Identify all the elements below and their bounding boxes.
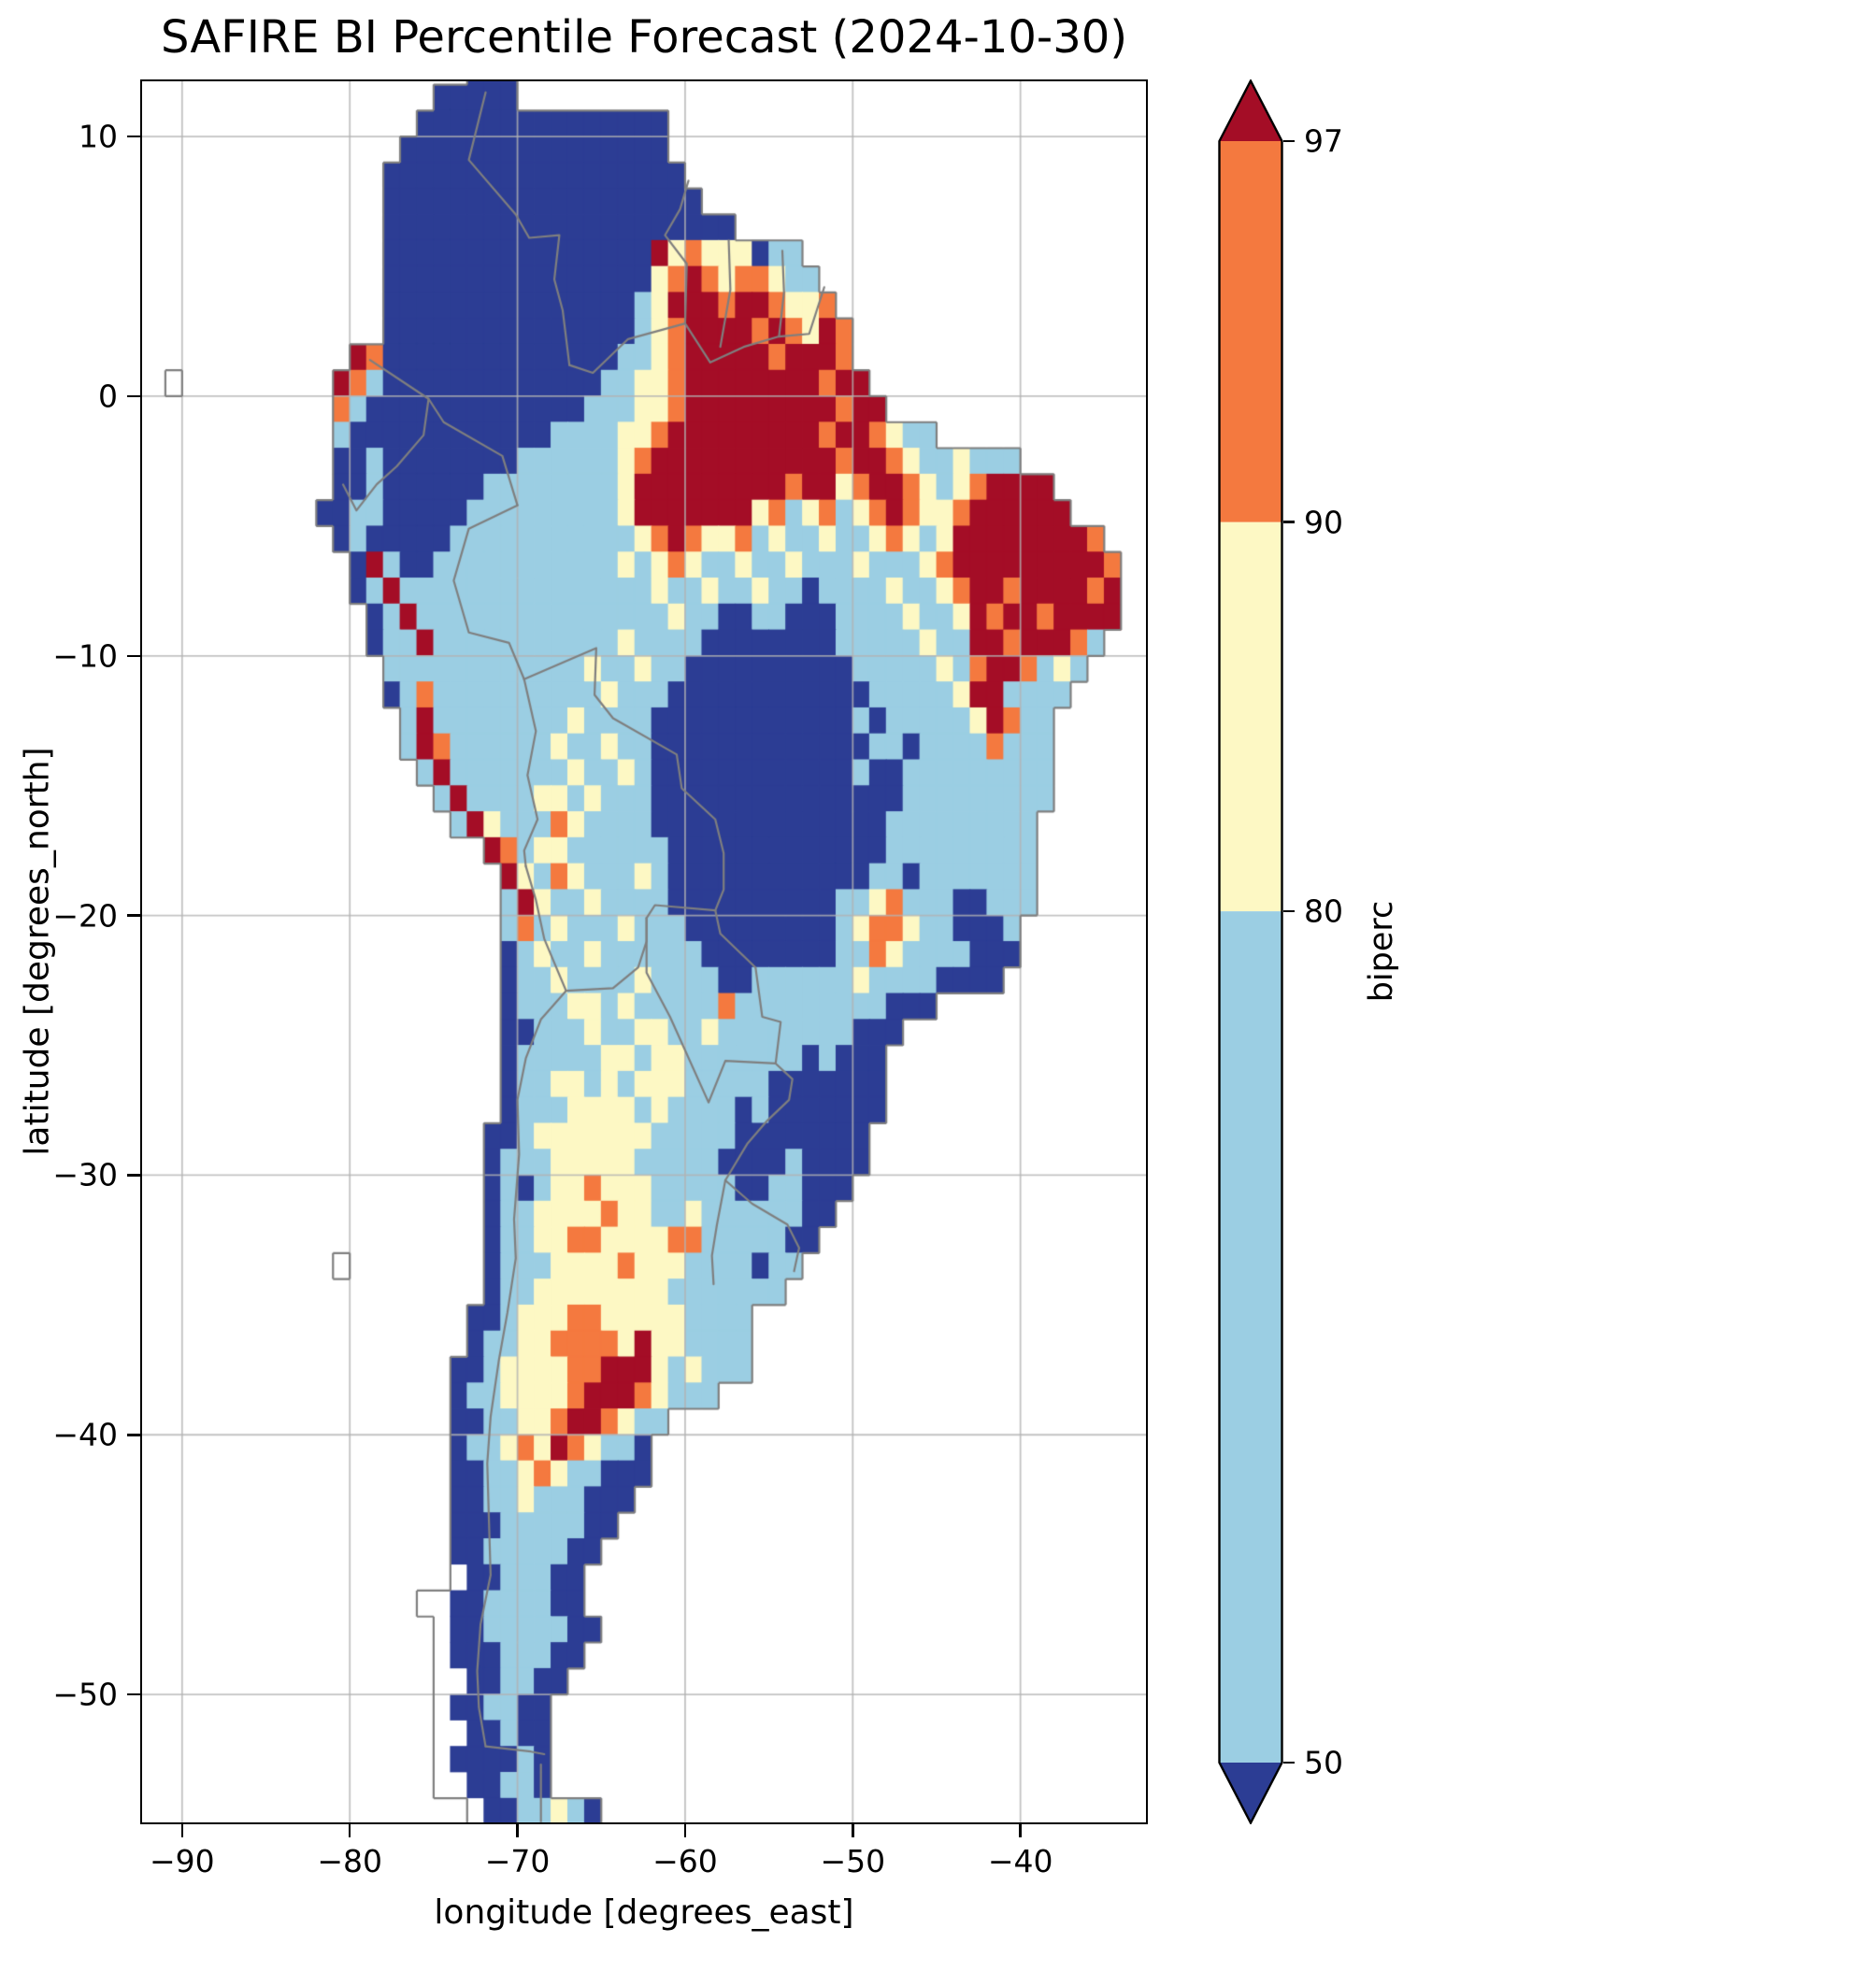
chart-title: SAFIRE BI Percentile Forecast (2024-10-3… (160, 11, 1128, 64)
y-tick-mark (127, 394, 140, 398)
x-tick-label: −70 (484, 1843, 551, 1879)
x-tick-mark (852, 1824, 854, 1837)
y-tick-mark (127, 135, 140, 138)
colorbar (1218, 79, 1283, 1824)
colorbar-tick-mark (1283, 139, 1295, 143)
x-tick-mark (516, 1824, 519, 1837)
map-canvas (140, 79, 1148, 1824)
colorbar-tick-mark (1283, 909, 1295, 913)
map-plot-area (140, 79, 1148, 1824)
x-tick-label: −40 (987, 1843, 1053, 1879)
x-axis-label: longitude [degrees_east] (434, 1893, 854, 1932)
x-tick-label: −80 (317, 1843, 383, 1879)
y-tick-mark (127, 1434, 140, 1436)
x-tick-label: −50 (820, 1843, 886, 1879)
y-tick-label: −10 (52, 637, 118, 675)
colorbar-tick-label: 90 (1304, 504, 1343, 541)
colorbar-tick-label: 97 (1304, 122, 1343, 160)
y-tick-mark (127, 654, 140, 658)
colorbar-tick-mark (1283, 521, 1295, 523)
x-tick-label: −90 (150, 1843, 215, 1879)
y-tick-label: −30 (52, 1156, 118, 1193)
x-tick-label: −60 (652, 1843, 718, 1879)
x-tick-mark (683, 1824, 687, 1837)
x-tick-mark (348, 1824, 351, 1837)
y-tick-mark (127, 914, 140, 917)
y-tick-mark (127, 1692, 140, 1696)
y-tick-label: −50 (52, 1676, 118, 1713)
y-tick-label: −20 (52, 897, 118, 935)
colorbar-tick-label: 50 (1304, 1744, 1343, 1781)
colorbar-label: biperc (1363, 900, 1400, 1003)
y-tick-label: 0 (98, 378, 118, 415)
y-tick-mark (127, 1174, 140, 1177)
x-tick-mark (180, 1824, 184, 1837)
y-tick-label: 10 (79, 118, 118, 155)
y-axis-label: latitude [degrees_north] (18, 747, 57, 1156)
colorbar-tick-mark (1283, 1761, 1295, 1764)
y-tick-label: −40 (52, 1416, 118, 1453)
x-tick-mark (1019, 1824, 1022, 1837)
colorbar-tick-label: 80 (1304, 893, 1343, 930)
